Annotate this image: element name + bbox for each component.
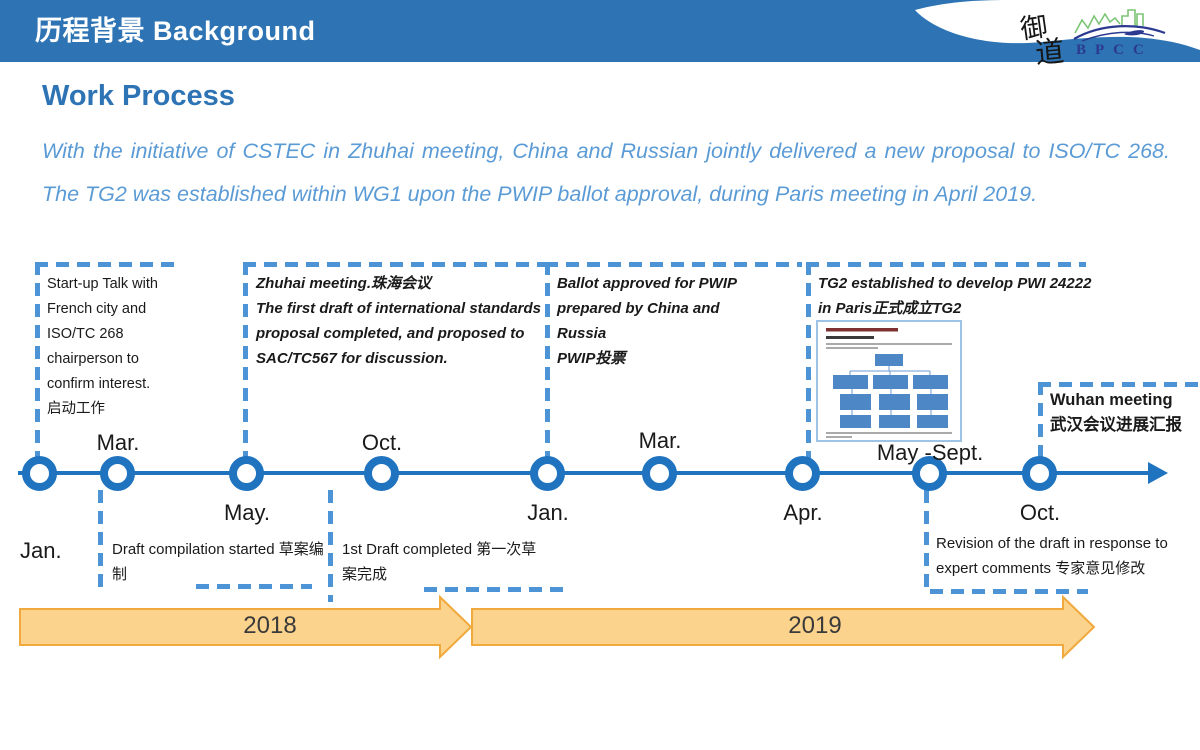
note-revision-connector [924, 490, 929, 594]
callout-ballot: Ballot approved for PWIP prepared by Chi… [557, 271, 747, 371]
intro-paragraph: With the initiative of CSTEC in Zhuhai m… [42, 139, 1170, 206]
month-label-mar-2018: Mar. [96, 430, 140, 455]
month-label-jan-2019: Jan. [527, 500, 569, 525]
month-label-mar-2019: Mar. [638, 428, 682, 453]
callout-startup-text: Start-up Talk with French city and ISO/T… [47, 276, 158, 392]
callout-startup-connector [35, 262, 40, 458]
note-draft-connector [98, 490, 103, 590]
timeline-arrowhead-icon [1148, 462, 1168, 484]
note-draft-bottom-border [196, 584, 312, 589]
year-label-2018: 2018 [243, 612, 297, 639]
note-first-draft-bottom-border [424, 587, 570, 592]
year-arrow-2018-shape [19, 594, 473, 660]
timeline-node-jan-2019 [530, 456, 565, 491]
callout-tg2-connector [806, 262, 811, 458]
callout-ballot-text-zh: PWIP投票 [557, 350, 626, 367]
callout-tg2-text: TG2 established to develop PWI 24222 in … [818, 275, 1092, 317]
callout-wuhan-top-border [1038, 382, 1198, 387]
month-label-apr-2019: Apr. [783, 500, 823, 525]
year-arrow-2019-shape [471, 594, 1096, 660]
callout-wuhan: Wuhan meeting 武汉会议进展汇报 [1050, 388, 1200, 438]
callout-ballot-top-border [545, 262, 802, 267]
month-label-may-sept-2019: May -Sept. [876, 440, 984, 465]
callout-ballot-connector [545, 262, 550, 458]
callout-wuhan-text: Wuhan meeting [1050, 391, 1173, 409]
header-bar: 历程背景 Background 御 道 BPCC [0, 0, 1200, 70]
callout-zhuhai: Zhuhai meeting.珠海会议 The first draft of i… [256, 271, 542, 371]
month-label-oct-2018: Oct. [361, 430, 403, 455]
timeline-node-may-2018 [229, 456, 264, 491]
timeline-axis [18, 471, 1150, 475]
slide-header-title: 历程背景 Background [35, 16, 316, 46]
yudao-char-2: 道 [1033, 33, 1066, 71]
timeline-node-oct-2019 [1022, 456, 1057, 491]
callout-zhuhai-body: The first draft of international standar… [256, 300, 542, 367]
timeline-node-mar-2018 [100, 456, 135, 491]
timeline-node-oct-2018 [364, 456, 399, 491]
callout-startup: Start-up Talk with French city and ISO/T… [47, 272, 185, 422]
note-revision: Revision of the draft in response to exp… [936, 535, 1168, 577]
month-label-jan-2018: Jan. [20, 538, 62, 563]
callout-startup-text-zh: 启动工作 [47, 401, 105, 417]
month-label-oct-2019: Oct. [1019, 500, 1061, 525]
note-first-draft: 1st Draft completed 第一次草案完成 [342, 541, 537, 583]
callout-wuhan-connector [1038, 382, 1043, 460]
year-arrows [19, 594, 1096, 660]
yudao-logo-icon: 御 道 [1018, 4, 1072, 70]
callout-zhuhai-connector [243, 262, 248, 458]
note-draft-started: Draft compilation started 草案编制 [112, 541, 324, 583]
callout-ballot-text: Ballot approved for PWIP prepared by Chi… [557, 275, 737, 342]
bpcc-logo-icon: BPCC [1072, 6, 1168, 60]
callout-startup-top-border [35, 262, 180, 267]
callout-tg2: TG2 established to develop PWI 24222 in … [818, 271, 1096, 321]
callout-tg2-top-border [806, 262, 1086, 267]
callout-wuhan-text-zh: 武汉会议进展汇报 [1050, 416, 1182, 434]
bpcc-skyline-icon [1073, 9, 1166, 42]
callout-zhuhai-top-border [243, 262, 545, 267]
note-revision-bottom-border [930, 589, 1088, 594]
timeline-node-mar-2019 [642, 456, 677, 491]
org-chart-graphic [826, 328, 952, 438]
callout-zhuhai-title: Zhuhai meeting.珠海会议 [256, 275, 432, 292]
year-label-2019: 2019 [788, 612, 842, 639]
note-first-draft-connector [328, 490, 333, 602]
timeline-node-jan-2018 [22, 456, 57, 491]
month-label-may-2018: May. [223, 500, 271, 525]
bpcc-letters: BPCC [1076, 42, 1153, 58]
page-title: Work Process [42, 80, 235, 112]
timeline-node-apr-2019 [785, 456, 820, 491]
timeline-node-may-sept-2019 [912, 456, 947, 491]
org-chart-thumbnail [816, 320, 962, 442]
